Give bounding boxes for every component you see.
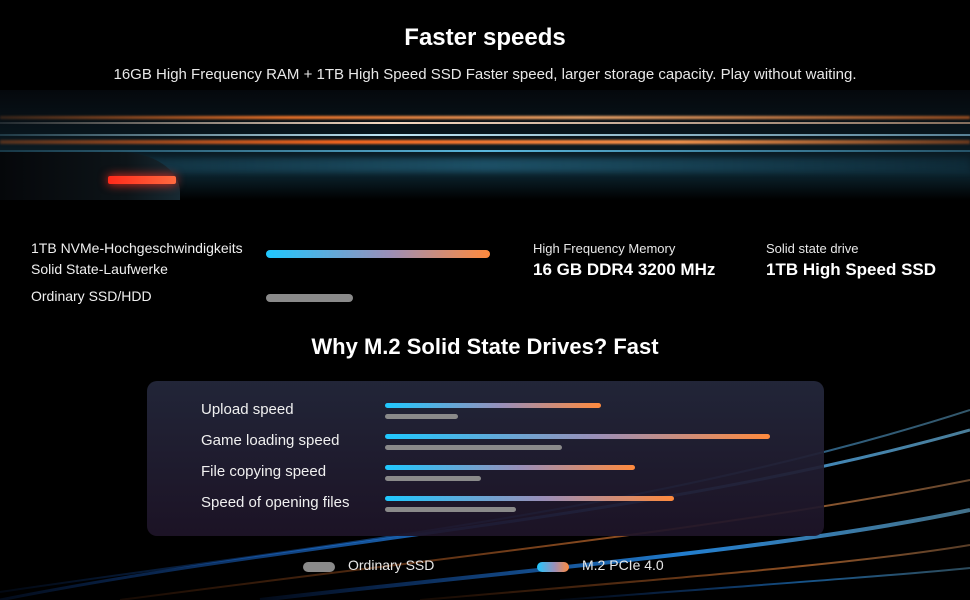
category-label: Speed of opening files: [201, 494, 350, 511]
legend-ordinary-label: Ordinary SSD: [348, 557, 435, 573]
ordinary-bar: [385, 507, 516, 512]
legend-m2-swatch: [537, 562, 569, 572]
section-title: Why M.2 Solid State Drives? Fast: [311, 334, 659, 359]
m2-bar: [385, 465, 636, 470]
ordinary-storage-label: Ordinary SSD/HDD: [31, 288, 152, 304]
m2-bar: [385, 434, 770, 439]
ordinary-storage-bar: [266, 294, 354, 302]
nvme-label: 1TB NVMe-Hochgeschwindigkeits Solid Stat…: [31, 240, 243, 277]
speed-lines-banner: [0, 90, 970, 200]
category-label: Upload speed: [201, 401, 294, 418]
legend-m2-label: M.2 PCIe 4.0: [582, 557, 664, 573]
m2-bar: [385, 403, 601, 408]
category-label: File copying speed: [201, 463, 327, 480]
ssd-label: Solid state drive: [766, 241, 859, 256]
nvme-speed-bar: [266, 250, 490, 258]
category-label: Game loading speed: [201, 432, 340, 449]
memory-label: High Frequency Memory: [533, 241, 676, 256]
legend-ordinary-swatch: [303, 562, 335, 572]
ssd-value: 1TB High Speed SSD: [766, 260, 937, 279]
ordinary-bar: [385, 414, 459, 419]
page-subtitle: 16GB High Frequency RAM + 1TB High Speed…: [113, 66, 857, 83]
ordinary-bar: [385, 445, 563, 450]
page-title: Faster speeds: [404, 24, 566, 51]
m2-bar: [385, 496, 674, 501]
ordinary-bar: [385, 476, 482, 481]
memory-value: 16 GB DDR4 3200 MHz: [533, 260, 716, 279]
car-taillight: [108, 176, 176, 184]
